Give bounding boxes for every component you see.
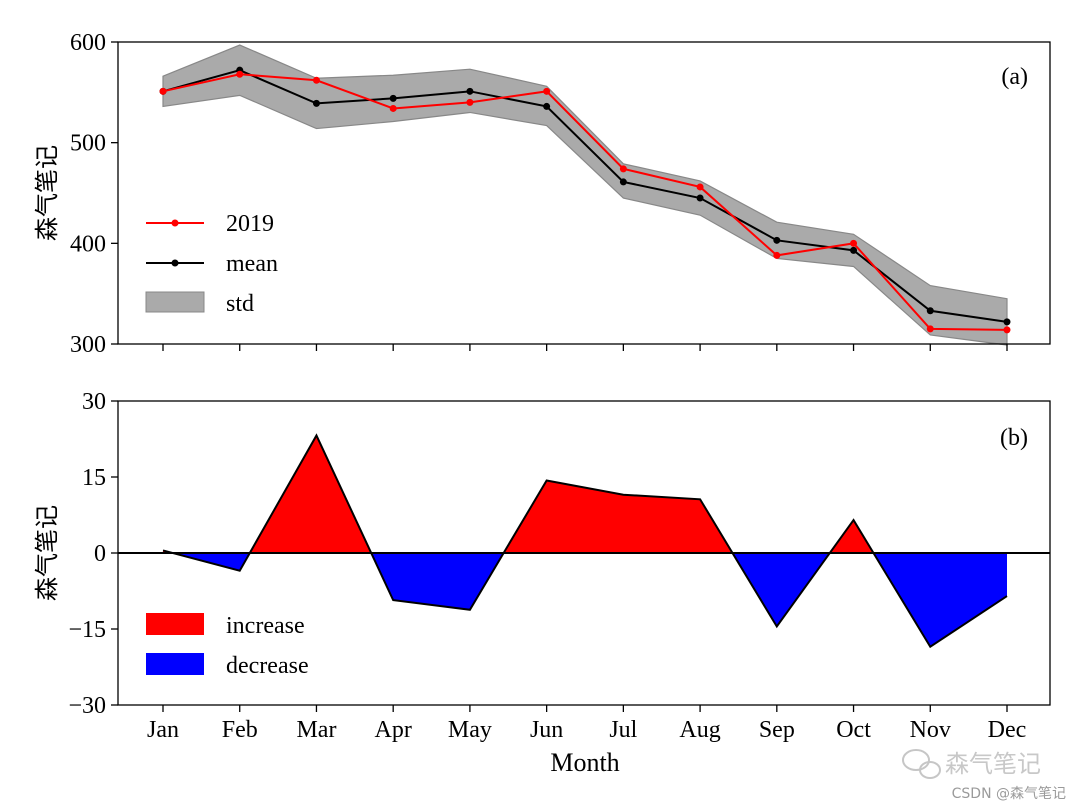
- series-2019-point-jul: [619, 165, 627, 173]
- b-ytick-label-4: 30: [82, 389, 106, 415]
- xtick-label-mar: Mar: [296, 717, 336, 743]
- panel-a-ylabel: 森气笔记: [33, 145, 61, 241]
- series-mean-point-oct: [850, 246, 858, 254]
- a-ytick-label-400: 400: [70, 231, 106, 257]
- series-mean-point-sep: [773, 236, 781, 244]
- panel-a-border: [117, 41, 1051, 345]
- legend-mean-label: mean: [226, 251, 278, 277]
- x-axis-title: Month: [550, 748, 619, 777]
- legend-mean-marker: [171, 259, 179, 267]
- watermark-wechat: 森气笔记: [945, 750, 1041, 778]
- panel-b-label: (b): [1000, 425, 1028, 451]
- decrease-area: [371, 553, 504, 610]
- series-mean-line: [162, 69, 1008, 323]
- series-2019-point-sep: [773, 251, 781, 259]
- anomaly-outline: [162, 433, 1008, 649]
- panel-b-ylabel: 森气笔记: [33, 505, 61, 601]
- panel-b: −30 −15 0 15 30 Jan Feb Mar Apr May Jun Jul Aug Sep O…: [33, 389, 1051, 777]
- panel-a: 300 400 500 600 (a) 森气笔记 2019 mean std: [33, 30, 1051, 358]
- legend-std-swatch: [145, 291, 205, 313]
- series-2019-point-aug: [696, 183, 704, 191]
- series-mean-point-jul: [619, 178, 627, 186]
- panel-b-y-axis: −30 −15 0 15 30: [68, 389, 118, 719]
- series-2019-point-oct: [850, 239, 858, 247]
- decrease-area: [732, 553, 830, 627]
- series-mean-point-jun: [543, 102, 551, 110]
- series-2019-point-mar: [312, 76, 320, 84]
- panel-b-legend: increase decrease: [146, 613, 309, 679]
- xtick-label-jun: Jun: [530, 717, 563, 743]
- legend-std-label: std: [226, 291, 254, 317]
- a-ytick-label-500: 500: [70, 131, 106, 157]
- xtick-label-nov: Nov: [910, 717, 951, 743]
- legend-2019-label: 2019: [226, 211, 274, 237]
- b-ytick-label-0: −30: [68, 693, 106, 719]
- xtick-label-apr: Apr: [375, 717, 412, 743]
- xtick-label-feb: Feb: [222, 717, 258, 743]
- legend-decrease-swatch: [146, 653, 204, 675]
- series-mean-point-mar: [312, 99, 320, 107]
- series-2019-point-jan: [159, 87, 167, 95]
- line-series-group: [159, 66, 1011, 334]
- panel-b-x-axis: Jan Feb Mar Apr May Jun Jul Aug Sep Oct Nov Dec: [147, 705, 1026, 743]
- xtick-label-oct: Oct: [836, 717, 871, 743]
- legend-decrease-label: decrease: [226, 653, 309, 679]
- increase-area: [829, 520, 874, 553]
- legend-2019-marker: [171, 219, 179, 227]
- series-2019-point-feb: [236, 70, 244, 78]
- decrease-area: [873, 553, 1007, 647]
- series-2019-point-nov: [926, 325, 934, 333]
- a-ytick-label-300: 300: [70, 332, 106, 358]
- b-ytick-label-1: −15: [68, 617, 106, 643]
- b-ytick-label-2: 0: [94, 541, 106, 567]
- watermark-csdn: CSDN @森气笔记: [952, 786, 1066, 802]
- series-2019-point-may: [466, 98, 474, 106]
- xtick-label-aug: Aug: [679, 717, 720, 743]
- xtick-label-dec: Dec: [988, 717, 1027, 743]
- panel-a-legend: 2019 mean std: [145, 211, 278, 317]
- xtick-label-may: May: [448, 717, 492, 743]
- series-mean-point-nov: [926, 307, 934, 315]
- series-mean-point-may: [466, 87, 474, 95]
- increase-area: [249, 435, 372, 553]
- series-mean-point-aug: [696, 194, 704, 202]
- series-mean-point-dec: [1003, 318, 1011, 326]
- b-ytick-label-3: 15: [82, 465, 106, 491]
- series-2019-line: [162, 73, 1008, 331]
- watermark: 森气笔记 CSDN @森气笔记: [902, 749, 1066, 802]
- xtick-label-sep: Sep: [759, 717, 795, 743]
- xtick-label-jul: Jul: [609, 717, 637, 743]
- legend-increase-swatch: [146, 613, 204, 635]
- series-2019-point-dec: [1003, 326, 1011, 334]
- series-2019-point-apr: [389, 104, 397, 112]
- panel-a-y-axis: 300 400 500 600: [70, 30, 118, 358]
- xtick-label-jan: Jan: [147, 717, 179, 743]
- panel-a-label: (a): [1001, 64, 1028, 90]
- series-2019-point-jun: [543, 87, 551, 95]
- series-mean-point-apr: [389, 94, 397, 102]
- panel-a-x-ticks: [162, 344, 1008, 351]
- a-ytick-label-600: 600: [70, 30, 106, 56]
- wechat-icon: [902, 749, 941, 779]
- legend-increase-label: increase: [226, 613, 305, 639]
